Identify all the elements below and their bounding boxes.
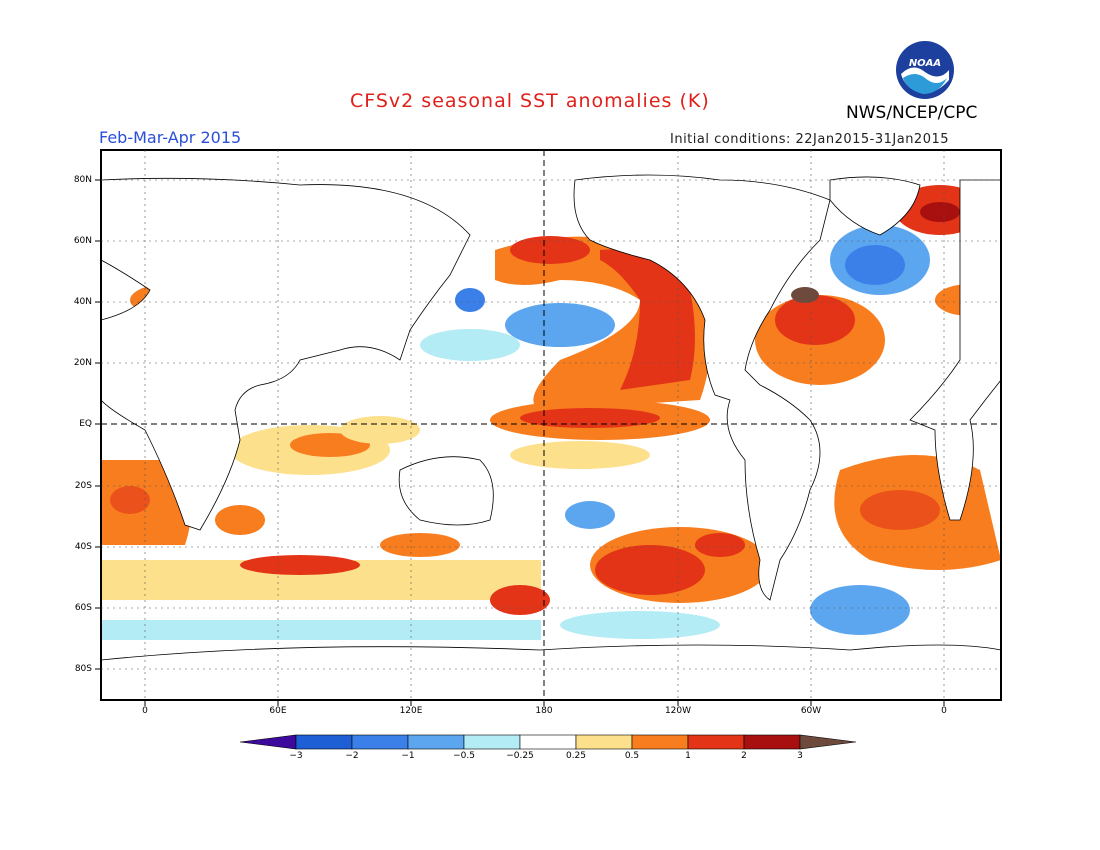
lat-label-20n: 20N: [73, 358, 92, 368]
colorbar-label: 0.5: [624, 751, 640, 761]
lat-label-60n: 60N: [73, 236, 92, 246]
land-outlines: [101, 174, 1001, 700]
lat-label-80s: 80S: [74, 664, 92, 674]
colorbar-label: 1: [685, 751, 691, 761]
colorbar-label: −1: [401, 751, 415, 761]
colorbar-swatch: [575, 734, 633, 750]
lon-label-120w: 120W: [664, 706, 692, 716]
colorbar-max-arrow: [799, 734, 857, 750]
colorbar-swatch: [687, 734, 745, 750]
map-frame: [100, 149, 1002, 701]
lat-label-60s: 60S: [74, 603, 92, 613]
colorbar-label: −0.5: [453, 751, 475, 761]
lon-label-120e: 120E: [399, 706, 423, 716]
colorbar-label: −0.25: [506, 751, 534, 761]
colorbar-swatch: [351, 734, 409, 750]
lat-label-20s: 20S: [74, 481, 92, 491]
colorbar-swatch: [463, 734, 521, 750]
organization-label: NWS/NCEP/CPC: [846, 103, 978, 123]
colorbar-label: 0.25: [565, 751, 587, 761]
colorbar-label: 3: [797, 751, 803, 761]
colorbar-label: −3: [289, 751, 303, 761]
svg-text:NOAA: NOAA: [909, 58, 941, 69]
colorbar: [239, 734, 857, 750]
lat-label-eq: EQ: [79, 419, 92, 429]
axis-ticks: [95, 179, 945, 706]
lat-lon-grid: [101, 150, 1001, 700]
colorbar-swatch: [743, 734, 801, 750]
map-title: CFSv2 seasonal SST anomalies (K): [350, 90, 710, 112]
anomaly-field: [101, 150, 1001, 700]
colorbar-label: −2: [345, 751, 359, 761]
lon-label-180: 180: [535, 706, 553, 716]
lat-label-40n: 40N: [73, 297, 92, 307]
lat-label-40s: 40S: [74, 542, 92, 552]
lon-label-60e: 60E: [269, 706, 287, 716]
colorbar-swatch: [631, 734, 689, 750]
lon-label-0-left: 0: [142, 706, 148, 716]
forecast-period: Feb-Mar-Apr 2015: [99, 128, 242, 147]
colorbar-swatch: [295, 734, 353, 750]
colorbar-swatch: [519, 734, 577, 750]
lon-label-0-right: 0: [941, 706, 947, 716]
lat-label-80n: 80N: [73, 175, 92, 185]
colorbar-min-arrow: [239, 734, 297, 750]
initial-conditions: Initial conditions: 22Jan2015-31Jan2015: [670, 132, 950, 147]
colorbar-swatch: [407, 734, 465, 750]
lon-label-60w: 60W: [800, 706, 822, 716]
noaa-logo: NOAA: [896, 41, 954, 99]
colorbar-label: 2: [741, 751, 747, 761]
